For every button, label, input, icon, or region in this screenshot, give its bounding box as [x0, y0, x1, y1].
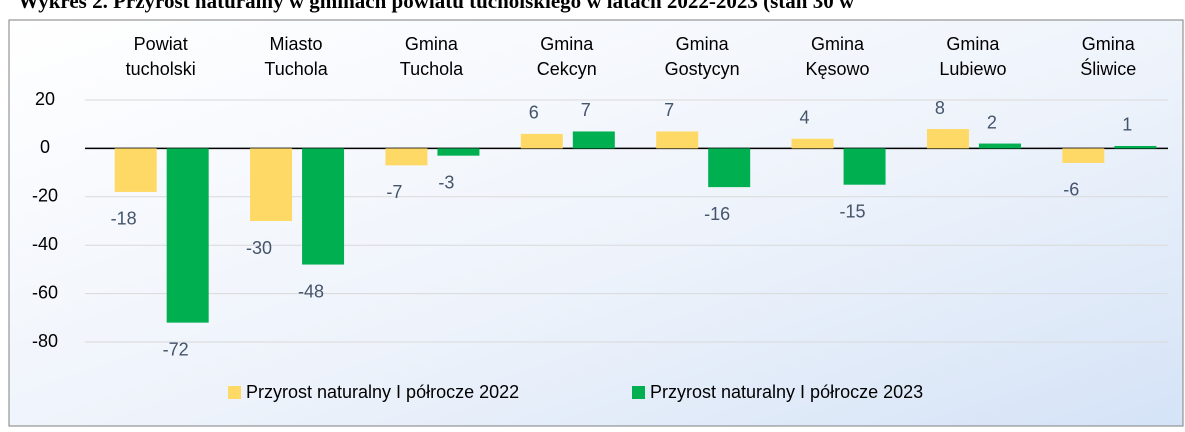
bar [302, 148, 345, 265]
data-label: -30 [246, 238, 272, 258]
data-label: 6 [529, 103, 539, 123]
data-label: 1 [1122, 115, 1132, 135]
bar [114, 148, 157, 192]
bar [843, 148, 886, 185]
bar [708, 148, 751, 188]
data-label: -6 [1063, 180, 1079, 200]
bar [166, 148, 209, 323]
data-label: 8 [935, 98, 945, 118]
data-label: 2 [987, 112, 997, 132]
legend-swatch [228, 386, 241, 399]
legend-swatch [632, 386, 645, 399]
x-tick-label: Miasto Tuchola [264, 34, 328, 79]
bar [656, 131, 699, 149]
bar [791, 138, 834, 149]
bar [385, 148, 428, 166]
data-label: 7 [581, 100, 591, 120]
y-tick-label: -60 [32, 282, 58, 302]
bar [926, 129, 969, 149]
x-tick-label: Gmina Gostycyn [665, 34, 740, 79]
bar [978, 143, 1021, 149]
bar [520, 133, 563, 149]
y-tick-label: -80 [32, 331, 58, 351]
y-tick-label: 0 [40, 137, 50, 157]
bar [437, 148, 480, 156]
bar [1114, 145, 1157, 149]
y-tick-label: -40 [32, 234, 58, 254]
data-label: -48 [298, 281, 324, 301]
x-tick-label: Gmina Cekcyn [537, 34, 597, 79]
x-tick-label: Gmina Śliwice [1080, 34, 1136, 79]
data-label: -18 [111, 209, 137, 229]
y-tick-label: -20 [32, 186, 58, 206]
legend-label: Przyrost naturalny I półrocze 2023 [650, 382, 923, 402]
data-label: -3 [438, 172, 454, 192]
data-label: 7 [664, 100, 674, 120]
data-label: 4 [800, 107, 810, 127]
x-tick-label: Gmina Tuchola [400, 34, 464, 79]
data-label: -16 [704, 204, 730, 224]
x-tick-label: Powiat tucholski [126, 34, 196, 79]
bar [1062, 148, 1105, 163]
x-tick-label: Gmina Lubiewo [939, 34, 1006, 79]
data-label: -72 [163, 339, 189, 359]
chart-title: Wykres 2. Przyrost naturalny w gminach p… [18, 0, 855, 13]
data-label: -7 [386, 182, 402, 202]
data-label: -15 [840, 201, 866, 221]
x-tick-label: Gmina Kęsowo [806, 34, 870, 79]
bar [250, 148, 293, 221]
bar [572, 131, 615, 149]
y-tick-label: 20 [35, 89, 55, 109]
legend-label: Przyrost naturalny I półrocze 2022 [246, 382, 519, 402]
